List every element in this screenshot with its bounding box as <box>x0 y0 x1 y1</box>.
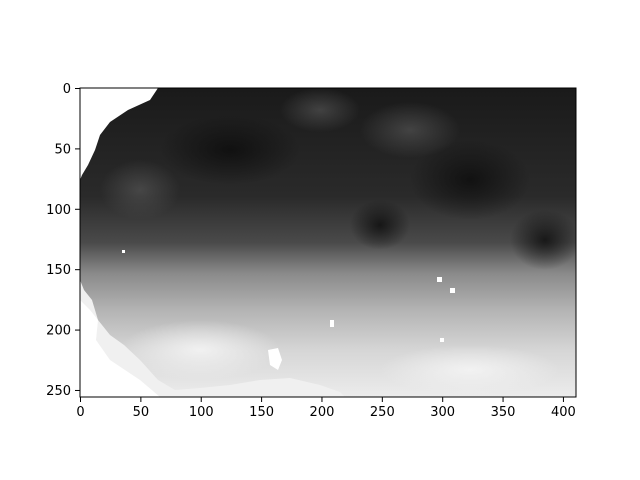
x-tick-label: 400 <box>551 405 576 420</box>
x-axis: 0 50 100 150 200 250 300 350 400 <box>76 397 576 420</box>
x-tick-label: 200 <box>310 405 335 420</box>
y-tick-label: 200 <box>46 324 71 339</box>
y-tick-label: 50 <box>54 142 71 157</box>
y-tick-label: 100 <box>46 203 71 218</box>
y-tick-label: 250 <box>46 384 71 399</box>
x-tick-label: 300 <box>430 405 455 420</box>
x-tick-label: 100 <box>189 405 214 420</box>
x-tick-label: 0 <box>76 405 84 420</box>
x-tick-label: 50 <box>133 405 150 420</box>
plot-frame <box>79 87 577 398</box>
y-tick-label: 0 <box>63 82 71 97</box>
y-axis: 0 50 100 150 200 250 <box>46 82 80 399</box>
x-tick-label: 250 <box>370 405 395 420</box>
x-tick-label: 150 <box>249 405 274 420</box>
y-tick-label: 150 <box>46 263 71 278</box>
x-tick-label: 350 <box>491 405 516 420</box>
heatmap-image <box>80 88 576 397</box>
